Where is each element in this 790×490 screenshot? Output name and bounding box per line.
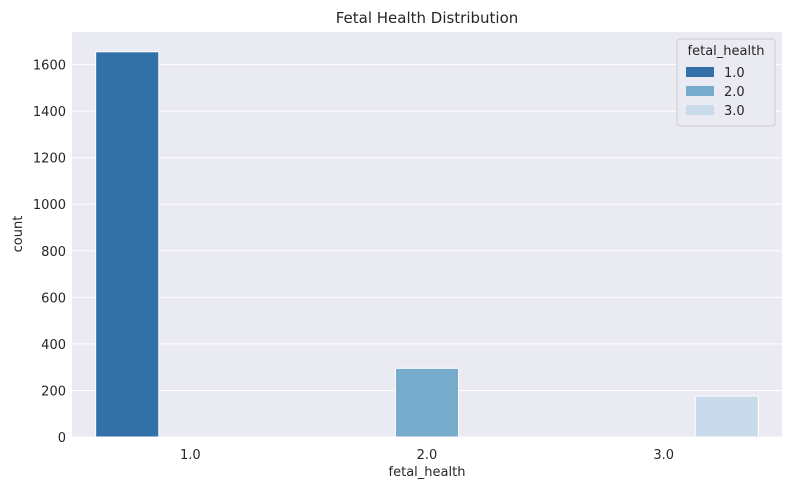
bar-2.0-2.0 <box>394 367 460 438</box>
x-tick-label: 1.0 <box>180 448 201 463</box>
y-axis-label: count <box>11 216 26 253</box>
legend: fetal_health 1.0 2.0 3.0 <box>676 38 776 127</box>
x-tick-label: 2.0 <box>417 448 438 463</box>
y-tick-label: 1600 <box>33 59 66 74</box>
y-tick-label: 800 <box>41 245 66 260</box>
legend-swatch <box>686 105 714 115</box>
legend-label: 3.0 <box>724 104 745 119</box>
y-tick-label: 400 <box>41 338 66 353</box>
legend-label: 2.0 <box>724 85 745 100</box>
y-tick-label: 1200 <box>33 152 66 167</box>
y-tick-label: 200 <box>41 384 66 399</box>
x-tick-labels: 1.0 2.0 3.0 <box>180 448 674 463</box>
y-tick-label: 0 <box>58 431 66 446</box>
legend-swatch <box>686 86 714 96</box>
legend-items: 1.0 2.0 3.0 <box>686 66 745 119</box>
legend-title: fetal_health <box>688 44 765 59</box>
bars <box>95 51 759 438</box>
chart-title: Fetal Health Distribution <box>336 9 519 27</box>
legend-swatch <box>686 67 714 77</box>
y-tick-label: 1400 <box>33 105 66 120</box>
y-tick-label: 1000 <box>33 198 66 213</box>
y-tick-labels: 0 200 400 600 800 1000 1200 1400 1600 <box>33 59 66 446</box>
legend-frame <box>676 38 776 127</box>
legend-label: 1.0 <box>724 66 745 81</box>
bar-3.0-3.0 <box>694 395 759 438</box>
x-axis-label: fetal_health <box>389 465 466 480</box>
x-tick-label: 3.0 <box>653 448 674 463</box>
bar-1.0-1.0 <box>95 51 160 438</box>
y-tick-label: 600 <box>41 291 66 306</box>
